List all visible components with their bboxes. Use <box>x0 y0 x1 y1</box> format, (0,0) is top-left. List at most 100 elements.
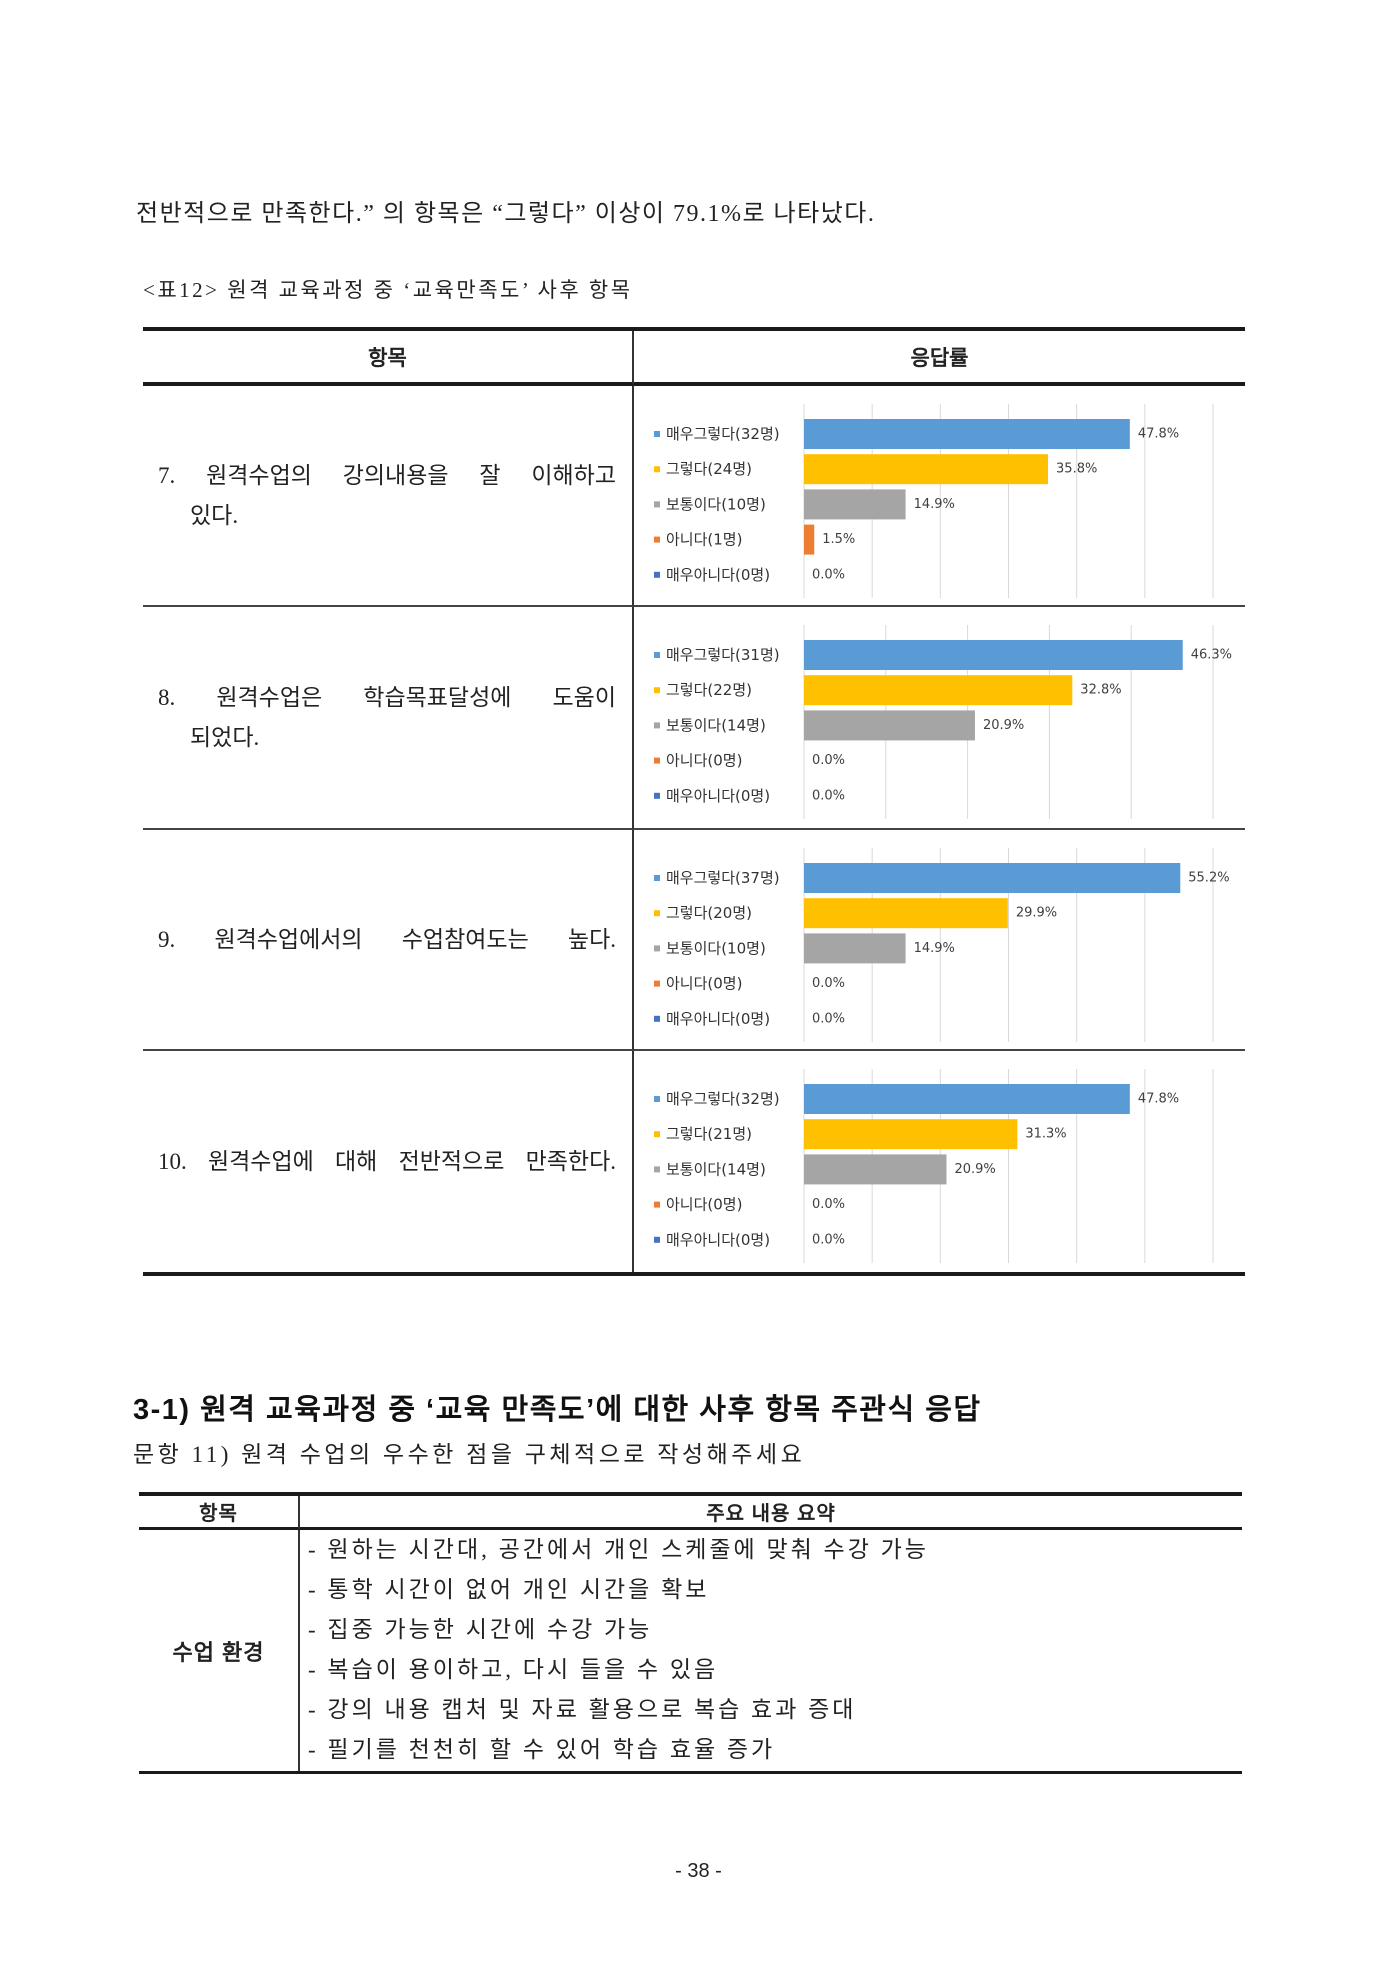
value-label: 20.9% <box>954 1162 995 1177</box>
legend-marker <box>654 501 660 508</box>
legend-marker <box>654 1166 660 1173</box>
item-text-line: 9. 원격수업에서의 수업참여도는 높다. <box>158 926 616 952</box>
header-response-rate: 응답률 <box>634 331 1245 386</box>
satisfaction-table: 항목 응답률 7. 원격수업의 강의내용을 잘 이해하고 있다. 매우그렇다(3… <box>143 327 1245 1276</box>
value-label: 47.8% <box>1138 1092 1179 1107</box>
category-label: 아니다(0명) <box>666 975 742 993</box>
legend-marker <box>654 1201 660 1208</box>
value-label: 0.0% <box>812 1232 845 1247</box>
legend-marker <box>654 1236 660 1243</box>
category-label: 그렇다(20명) <box>666 904 752 922</box>
category-cell: 수업 환경 <box>139 1530 300 1771</box>
response-rate-chart-9: 매우그렇다(37명) 55.2% 그렇다(20명) 29.9% 보통이다(10명) 14.… <box>654 848 1230 1042</box>
category-label: 매우그렇다(32명) <box>666 425 780 443</box>
category-label: 보통이다(10명) <box>666 495 766 513</box>
legend-marker <box>654 1096 660 1102</box>
value-label: 31.3% <box>1025 1127 1066 1142</box>
value-label: 29.9% <box>1016 906 1057 921</box>
legend-marker <box>654 431 660 437</box>
chart-cell: 매우그렇다(32명) 47.8% 그렇다(21명) 31.3% 보통이다(14명) 20.… <box>634 1051 1245 1272</box>
item-cell: 7. 원격수업의 강의내용을 잘 이해하고 있다. <box>143 386 634 607</box>
category-label: 매우아니다(0명) <box>666 787 770 805</box>
value-label: 46.3% <box>1191 648 1232 663</box>
bar <box>804 1154 947 1185</box>
open-response-table: 항목 주요 내용 요약 수업 환경 - 원하는 시간대, 공간에서 개인 스케줄… <box>139 1492 1242 1774</box>
value-label: 0.0% <box>812 976 845 991</box>
category-label: 보통이다(14명) <box>666 716 766 734</box>
summary-item: - 복습이 용이하고, 다시 들을 수 있음 <box>308 1657 719 1682</box>
bar <box>804 524 815 555</box>
bar <box>804 1084 1130 1114</box>
legend-marker <box>654 792 660 799</box>
value-label: 14.9% <box>914 497 955 512</box>
chart-cell: 매우그렇다(31명) 46.3% 그렇다(22명) 32.8% 보통이다(14명) 20.… <box>634 607 1245 830</box>
item-text-line: 10. 원격수업에 대해 전반적으로 만족한다. <box>158 1148 616 1174</box>
category-label: 그렇다(24명) <box>666 460 752 478</box>
summary-item: - 강의 내용 캡처 및 자료 활용으로 복습 효과 증대 <box>308 1697 857 1722</box>
bar <box>804 640 1183 670</box>
legend-marker <box>654 1131 660 1138</box>
question-text: 문항 11) 원격 수업의 우수한 점을 구체적으로 작성해주세요 <box>133 1442 806 1467</box>
bar <box>804 863 1181 893</box>
section-heading: 3-1) 원격 교육과정 중 ‘교육 만족도’에 대한 사후 항목 주관식 응답 <box>133 1394 982 1426</box>
header-summary: 주요 내용 요약 <box>300 1496 1242 1530</box>
bar <box>804 419 1130 449</box>
header-item: 항목 <box>143 331 634 386</box>
legend-marker <box>654 945 660 952</box>
legend-marker <box>654 980 660 987</box>
value-label: 47.8% <box>1138 427 1179 442</box>
header-item: 항목 <box>139 1496 300 1530</box>
value-label: 55.2% <box>1188 871 1229 886</box>
value-label: 20.9% <box>983 718 1024 733</box>
legend-marker <box>654 910 660 917</box>
summary-item: - 집중 가능한 시간에 수강 가능 <box>308 1617 653 1642</box>
category-label: 매우그렇다(37명) <box>666 869 780 887</box>
value-label: 0.0% <box>812 788 845 803</box>
bar <box>804 675 1073 706</box>
chart-cell: 매우그렇다(32명) 47.8% 그렇다(24명) 35.8% 보통이다(10명) 14.… <box>634 386 1245 607</box>
category-label: 아니다(1명) <box>666 531 742 549</box>
summary-cell: - 원하는 시간대, 공간에서 개인 스케줄에 맞춰 수강 가능 - 통학 시간… <box>300 1530 1242 1771</box>
item-text-line: 되었다. <box>190 724 260 750</box>
table-caption: <표12> 원격 교육과정 중 ‘교육만족도’ 사후 항목 <box>143 278 633 302</box>
item-cell: 10. 원격수업에 대해 전반적으로 만족한다. <box>143 1051 634 1272</box>
bar <box>804 489 906 520</box>
legend-marker <box>654 757 660 764</box>
bar <box>804 710 975 741</box>
legend-marker <box>654 652 660 658</box>
legend-marker <box>654 722 660 729</box>
value-label: 35.8% <box>1056 462 1097 477</box>
value-label: 0.0% <box>812 567 845 582</box>
item-text-line: 8. 원격수업은 학습목표달성에 도움이 <box>158 684 616 710</box>
legend-marker <box>654 687 660 694</box>
legend-marker <box>654 875 660 881</box>
summary-item: - 원하는 시간대, 공간에서 개인 스케줄에 맞춰 수강 가능 <box>308 1537 929 1562</box>
category-label: 매우아니다(0명) <box>666 1010 770 1028</box>
summary-item: - 통학 시간이 없어 개인 시간을 확보 <box>308 1577 710 1602</box>
category-label: 아니다(0명) <box>666 1196 742 1214</box>
summary-item: - 필기를 천천히 할 수 있어 학습 효율 증가 <box>308 1737 776 1762</box>
legend-marker <box>654 1015 660 1022</box>
legend-marker <box>654 536 660 543</box>
intro-sentence: 전반적으로 만족한다.” 의 항목은 “그렇다” 이상이 79.1%로 나타났다… <box>136 201 876 227</box>
value-label: 0.0% <box>812 753 845 768</box>
bar <box>804 454 1049 485</box>
category-label: 매우그렇다(31명) <box>666 646 780 664</box>
bar <box>804 898 1008 929</box>
chart-cell: 매우그렇다(37명) 55.2% 그렇다(20명) 29.9% 보통이다(10명) 14.… <box>634 830 1245 1051</box>
response-rate-chart-10: 매우그렇다(32명) 47.8% 그렇다(21명) 31.3% 보통이다(14명) 20.… <box>654 1069 1214 1263</box>
item-cell: 8. 원격수업은 학습목표달성에 도움이 되었다. <box>143 607 634 830</box>
category-label: 보통이다(10명) <box>666 939 766 957</box>
response-rate-chart-8: 매우그렇다(31명) 46.3% 그렇다(22명) 32.8% 보통이다(14명) 20.… <box>654 625 1232 819</box>
legend-marker <box>654 466 660 473</box>
category-label: 매우아니다(0명) <box>666 566 770 584</box>
response-rate-chart-7: 매우그렇다(32명) 47.8% 그렇다(24명) 35.8% 보통이다(10명) 14.… <box>654 404 1214 598</box>
category-label: 아니다(0명) <box>666 752 742 770</box>
value-label: 0.0% <box>812 1197 845 1212</box>
bar <box>804 933 906 964</box>
category-label: 매우그렇다(32명) <box>666 1090 780 1108</box>
value-label: 32.8% <box>1080 683 1121 698</box>
value-label: 1.5% <box>822 532 855 547</box>
item-text-line: 있다. <box>190 502 239 528</box>
